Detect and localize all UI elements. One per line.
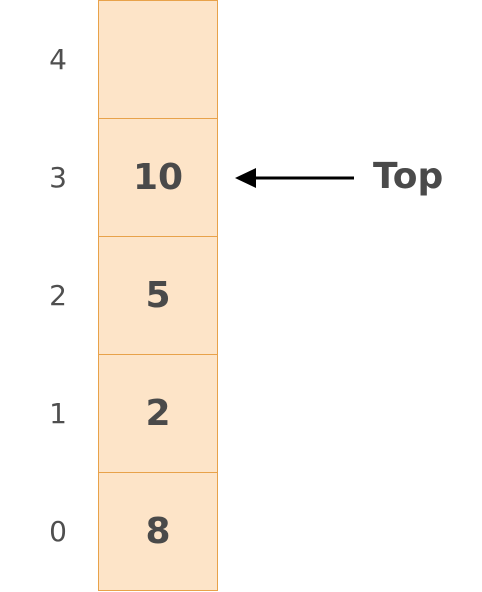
stack-cell-1: 2 xyxy=(98,354,218,473)
top-pointer-arrow-icon xyxy=(235,168,354,188)
stack-diagram: 10 5 2 8 xyxy=(98,0,218,592)
index-label-3: 3 xyxy=(49,161,67,194)
top-pointer-label: Top xyxy=(373,156,444,197)
stack-cell-3: 10 xyxy=(98,118,218,237)
stack-cell-4 xyxy=(98,0,218,119)
index-label-1: 1 xyxy=(49,397,67,430)
stack-cell-0: 8 xyxy=(98,472,218,591)
index-label-2: 2 xyxy=(49,279,67,312)
index-label-4: 4 xyxy=(49,43,67,76)
stack-cell-2: 5 xyxy=(98,236,218,355)
index-label-0: 0 xyxy=(49,515,67,548)
